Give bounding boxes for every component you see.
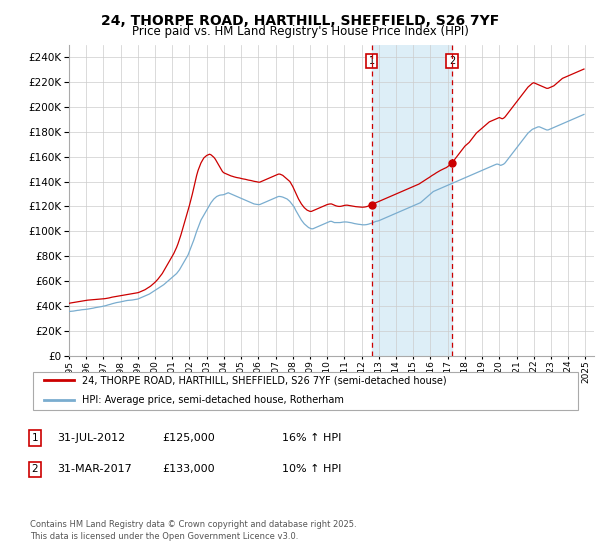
Text: HPI: Average price, semi-detached house, Rotherham: HPI: Average price, semi-detached house,…: [82, 395, 344, 405]
Text: 16% ↑ HPI: 16% ↑ HPI: [282, 433, 341, 443]
Text: £125,000: £125,000: [162, 433, 215, 443]
Text: 2: 2: [31, 464, 38, 474]
Text: 1: 1: [31, 433, 38, 443]
Bar: [371, 45, 452, 356]
Text: Price paid vs. HM Land Registry's House Price Index (HPI): Price paid vs. HM Land Registry's House …: [131, 25, 469, 38]
Text: 10% ↑ HPI: 10% ↑ HPI: [282, 464, 341, 474]
Text: 24, THORPE ROAD, HARTHILL, SHEFFIELD, S26 7YF (semi-detached house): 24, THORPE ROAD, HARTHILL, SHEFFIELD, S2…: [82, 375, 447, 385]
FancyBboxPatch shape: [33, 372, 578, 409]
Text: 31-MAR-2017: 31-MAR-2017: [57, 464, 132, 474]
Text: 31-JUL-2012: 31-JUL-2012: [57, 433, 125, 443]
Text: Contains HM Land Registry data © Crown copyright and database right 2025.: Contains HM Land Registry data © Crown c…: [30, 520, 356, 529]
Text: 1: 1: [368, 56, 374, 66]
Text: 2: 2: [449, 56, 455, 66]
Text: This data is licensed under the Open Government Licence v3.0.: This data is licensed under the Open Gov…: [30, 532, 298, 541]
Text: £133,000: £133,000: [162, 464, 215, 474]
Text: 24, THORPE ROAD, HARTHILL, SHEFFIELD, S26 7YF: 24, THORPE ROAD, HARTHILL, SHEFFIELD, S2…: [101, 14, 499, 28]
